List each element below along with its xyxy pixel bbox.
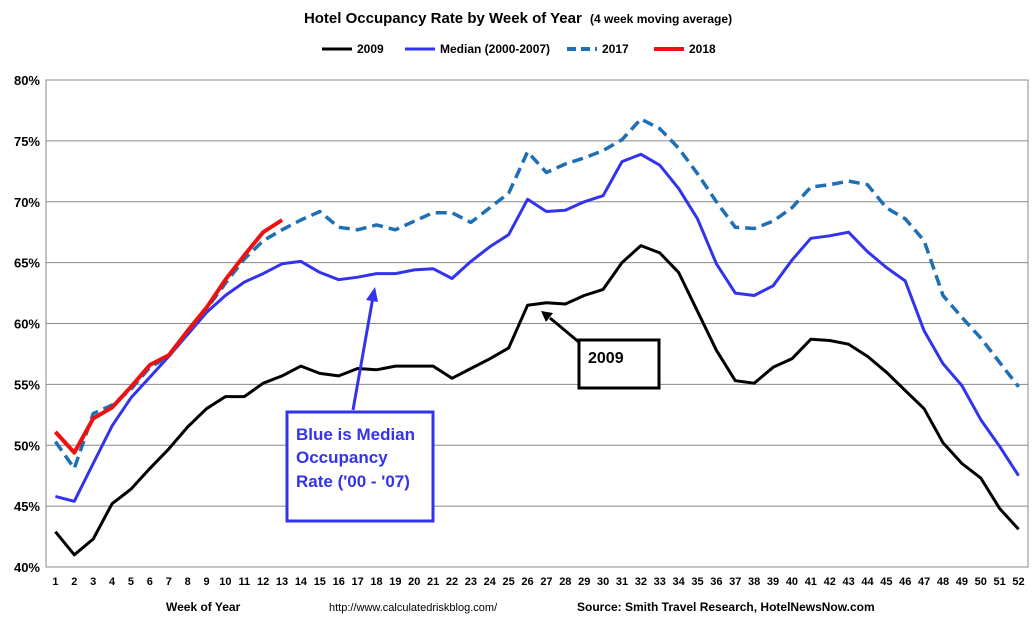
y-tick-label: 70%	[14, 195, 40, 210]
x-tick-label: 29	[578, 576, 590, 588]
footer-url: http://www.calculatedriskblog.com/	[329, 602, 498, 614]
x-tick-label: 8	[185, 576, 191, 588]
blue-annotation-box	[285, 410, 435, 523]
series-line-median-2000-2007	[55, 152, 1020, 503]
x-tick-label: 7	[166, 576, 172, 588]
x-tick-label: 34	[673, 576, 686, 588]
legend-label: 2009	[357, 42, 384, 56]
x-tick-label: 5	[128, 576, 134, 588]
black-annotation-box	[577, 338, 661, 390]
y-tick-label: 80%	[14, 73, 40, 88]
x-tick-label: 46	[899, 576, 911, 588]
x-tick-label: 13	[276, 576, 288, 588]
x-tick-label: 38	[748, 576, 760, 588]
plot-area: 40%45%50%55%60%65%70%75%80% 1 2 3 4 5 6 7 8 9 10 1…	[14, 73, 1029, 588]
blue-annotation-line-1: Blue is Median	[296, 425, 415, 444]
x-tick-label: 36	[710, 576, 722, 588]
x-tick-label: 22	[446, 576, 458, 588]
black-arrow-head	[541, 311, 553, 322]
chart-title: Hotel Occupancy Rate by Week of Year (4 …	[304, 10, 732, 27]
x-tick-label: 30	[597, 576, 609, 588]
legend: 2009 Median (2000-2007) 2017 2018	[322, 42, 716, 56]
x-tick-label: 48	[937, 576, 949, 588]
blue-annotation-line-2: Occupancy	[296, 448, 388, 467]
y-axis: 40% 45% 50% 55% 60% 65% 70% 75% 80%	[14, 73, 40, 575]
x-tick-label: 12	[257, 576, 269, 588]
x-tick-label: 2	[71, 576, 77, 588]
x-tick-label: 40	[786, 576, 798, 588]
x-tick-label: 19	[389, 576, 401, 588]
x-tick-label: 24	[484, 576, 497, 588]
x-tick-label: 28	[559, 576, 571, 588]
x-tick-label: 3	[90, 576, 96, 588]
x-tick-label: 37	[729, 576, 741, 588]
x-tick-label: 18	[370, 576, 382, 588]
x-tick-label: 47	[918, 576, 930, 588]
x-tick-label: 4	[109, 576, 116, 588]
x-tick-label: 32	[635, 576, 647, 588]
x-tick-label: 45	[880, 576, 892, 588]
x-tick-label: 31	[616, 576, 628, 588]
series-line-2018	[53, 218, 284, 455]
x-tick-label: 23	[465, 576, 477, 588]
x-tick-label: 39	[767, 576, 779, 588]
blue-arrow-line	[351, 296, 375, 411]
x-tick-label: 16	[333, 576, 345, 588]
x-tick-label: 44	[861, 576, 874, 588]
blue-annotation: Blue is Median Occupancy Rate ('00 - '07…	[285, 287, 435, 523]
x-axis: 1 2 3 4 5 6 7 8 9 10 11 12 13 14 15 16 17 18 19 20 21 22 23 24 2…	[52, 576, 1024, 588]
blue-arrow-head	[366, 287, 378, 302]
x-tick-label: 9	[203, 576, 209, 588]
y-tick-label: 50%	[14, 438, 40, 453]
x-tick-label: 15	[314, 576, 326, 588]
x-tick-label: 27	[540, 576, 552, 588]
y-tick-label: 60%	[14, 317, 40, 332]
x-tick-label: 52	[1012, 576, 1024, 588]
x-tick-label: 49	[956, 576, 968, 588]
blue-annotation-line-3: Rate ('00 - '07)	[296, 472, 410, 491]
black-annotation-label: 2009	[588, 350, 624, 367]
x-tick-label: 10	[219, 576, 231, 588]
footer-source: Source: Smith Travel Research, HotelNews…	[577, 600, 875, 614]
x-tick-label: 26	[521, 576, 533, 588]
black-annotation: 2009	[541, 311, 661, 390]
x-tick-label: 21	[427, 576, 439, 588]
x-tick-label: 33	[654, 576, 666, 588]
legend-label: 2018	[689, 42, 716, 56]
x-tick-label: 51	[994, 576, 1006, 588]
x-tick-label: 17	[351, 576, 363, 588]
y-tick-label: 75%	[14, 134, 40, 149]
y-tick-label: 40%	[14, 560, 40, 575]
x-tick-label: 35	[691, 576, 703, 588]
x-axis-label: Week of Year	[166, 600, 241, 614]
legend-label: Median (2000-2007)	[440, 42, 550, 56]
x-tick-label: 42	[824, 576, 836, 588]
y-tick-label: 55%	[14, 377, 40, 392]
x-tick-label: 14	[295, 576, 308, 588]
x-tick-label: 25	[503, 576, 515, 588]
gridlines	[46, 79, 1028, 507]
black-arrow-line	[549, 316, 581, 345]
x-tick-label: 11	[238, 576, 250, 588]
x-tick-label: 43	[842, 576, 854, 588]
x-tick-label: 20	[408, 576, 420, 588]
x-tick-label: 1	[52, 576, 58, 588]
series-line-2009	[54, 244, 1020, 557]
x-tick-label: 41	[805, 576, 817, 588]
x-tick-label: 50	[975, 576, 987, 588]
y-tick-label: 65%	[14, 256, 40, 271]
legend-label: 2017	[602, 42, 629, 56]
x-tick-label: 6	[147, 576, 153, 588]
series-layer	[53, 117, 1020, 557]
y-tick-label: 45%	[14, 499, 40, 514]
